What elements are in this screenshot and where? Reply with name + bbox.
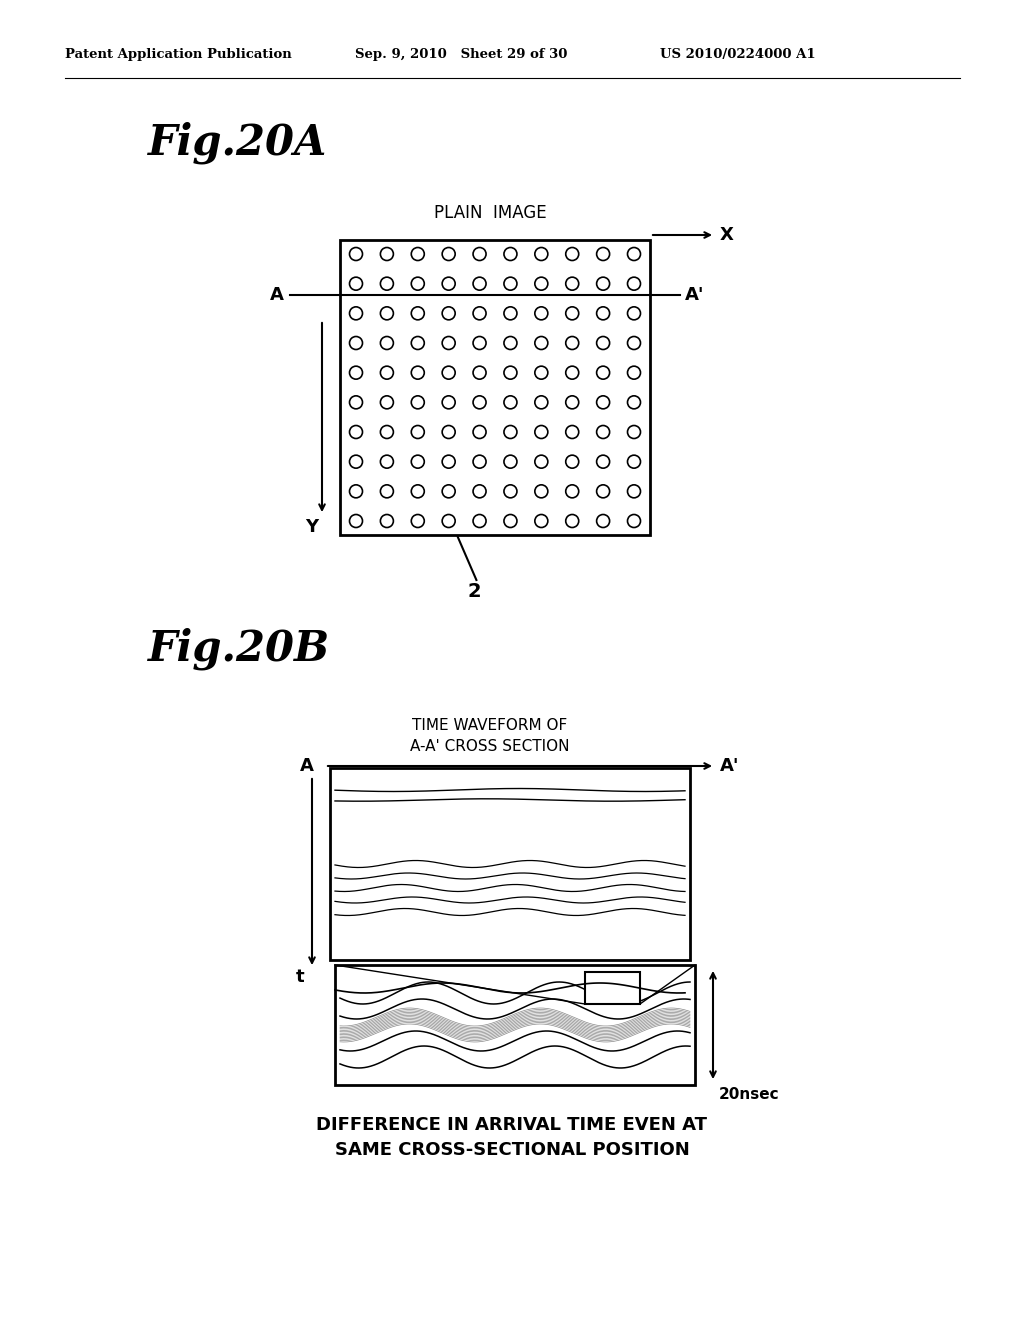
- Text: A': A': [720, 756, 739, 775]
- Bar: [335, 965, 695, 1085]
- Text: 2: 2: [468, 582, 481, 601]
- Text: A: A: [300, 756, 314, 775]
- Text: Fig.20A: Fig.20A: [148, 121, 328, 165]
- Text: 20nsec: 20nsec: [719, 1086, 779, 1102]
- Bar: [340, 240, 650, 535]
- Text: PLAIN  IMAGE: PLAIN IMAGE: [434, 205, 547, 222]
- Text: A: A: [270, 286, 284, 304]
- Text: Sep. 9, 2010   Sheet 29 of 30: Sep. 9, 2010 Sheet 29 of 30: [355, 48, 567, 61]
- Text: Y: Y: [305, 517, 318, 536]
- Text: US 2010/0224000 A1: US 2010/0224000 A1: [660, 48, 816, 61]
- Text: DIFFERENCE IN ARRIVAL TIME EVEN AT: DIFFERENCE IN ARRIVAL TIME EVEN AT: [316, 1115, 708, 1134]
- Text: TIME WAVEFORM OF
A-A' CROSS SECTION: TIME WAVEFORM OF A-A' CROSS SECTION: [411, 718, 569, 754]
- Text: Patent Application Publication: Patent Application Publication: [65, 48, 292, 61]
- Text: X: X: [720, 226, 734, 244]
- Text: A': A': [685, 286, 705, 304]
- Bar: [330, 768, 690, 960]
- Bar: [585, 972, 640, 1005]
- Text: t: t: [296, 968, 304, 986]
- Text: Fig.20B: Fig.20B: [148, 627, 330, 669]
- Text: SAME CROSS-SECTIONAL POSITION: SAME CROSS-SECTIONAL POSITION: [335, 1140, 689, 1159]
